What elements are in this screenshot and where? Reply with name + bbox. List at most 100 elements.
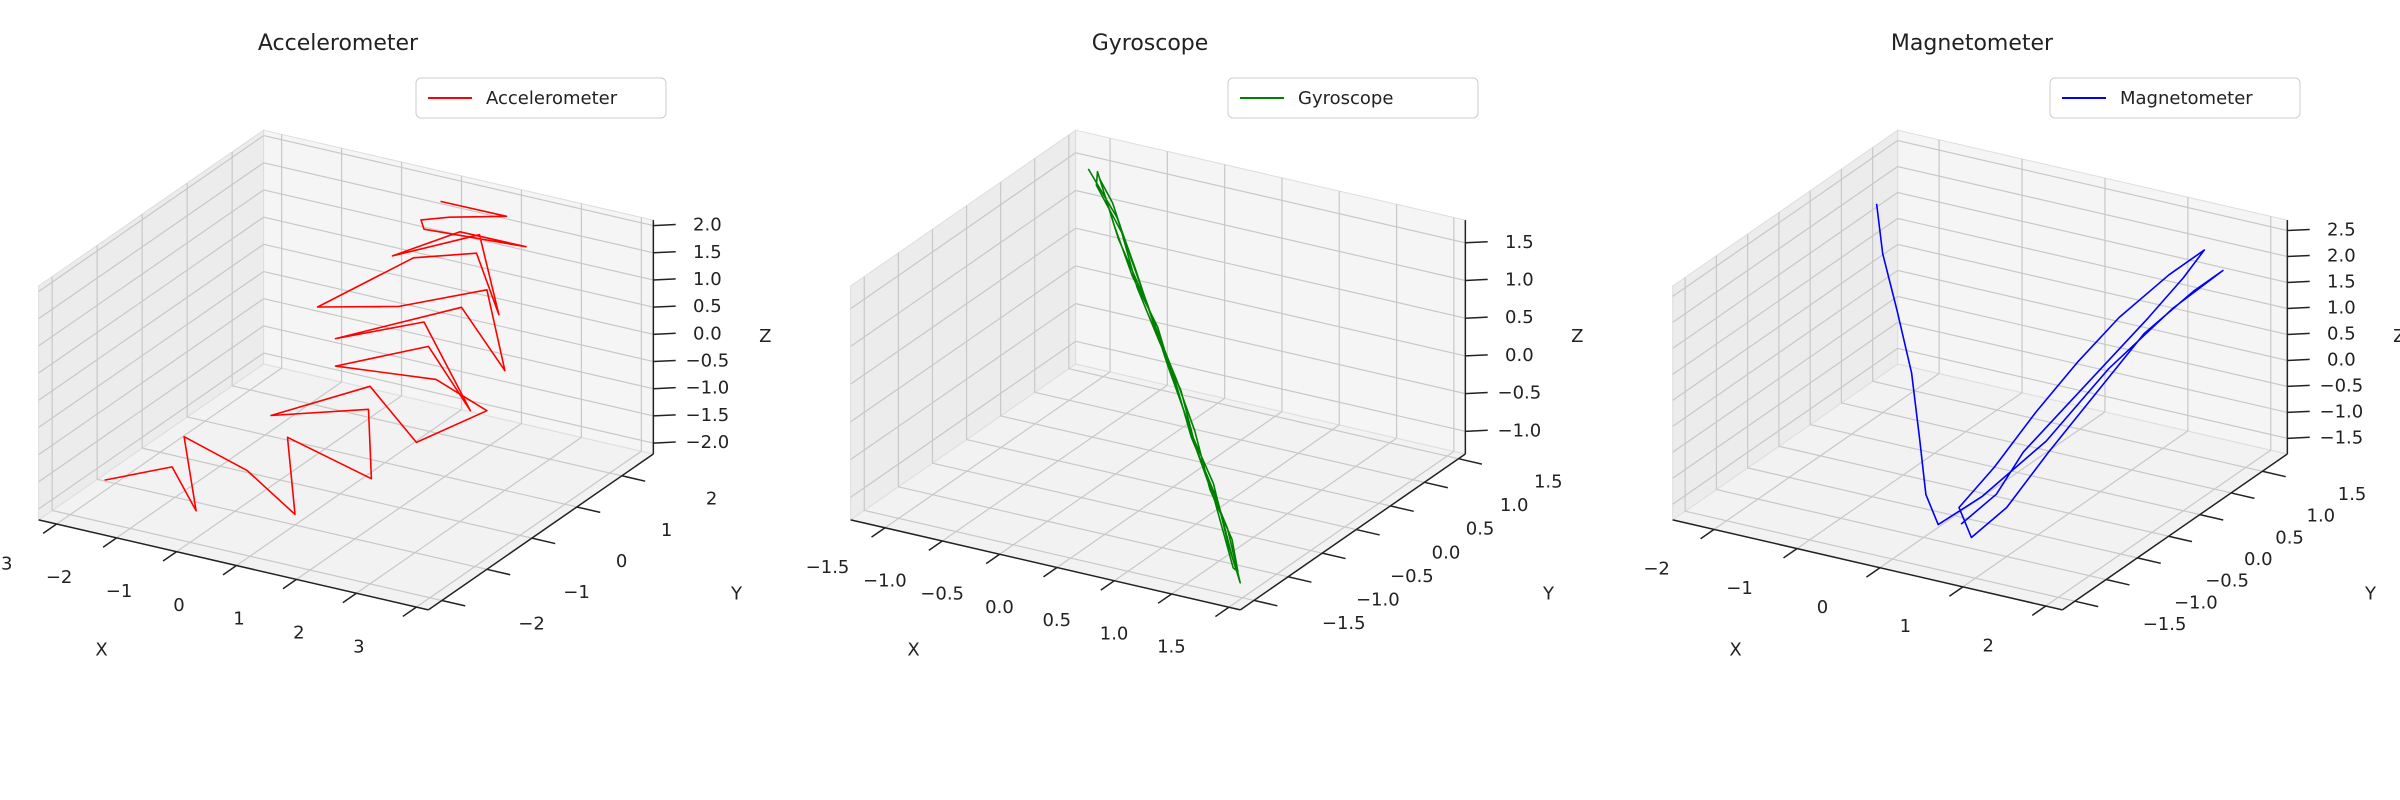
y-tick-label: −1 bbox=[563, 582, 590, 603]
grid-line bbox=[56, 367, 282, 525]
data-line bbox=[104, 200, 527, 516]
tick-mark bbox=[2287, 384, 2310, 388]
tick-mark bbox=[2287, 254, 2310, 258]
grid-line bbox=[850, 227, 1076, 385]
tick-mark bbox=[1287, 576, 1312, 583]
data-line bbox=[1087, 168, 1241, 584]
grid-line bbox=[2045, 449, 2272, 607]
grid-line bbox=[38, 352, 264, 510]
tick-mark bbox=[653, 250, 676, 254]
grid-line bbox=[1034, 391, 1425, 483]
tick-mark bbox=[653, 359, 676, 363]
x-axis-label: X bbox=[1729, 639, 1741, 660]
grid-line bbox=[898, 486, 1289, 578]
grid-line bbox=[38, 243, 264, 401]
grid-line bbox=[1897, 269, 2288, 362]
y-tick-label: −0.5 bbox=[2205, 571, 2249, 592]
grid-line bbox=[1897, 165, 2288, 258]
legend-label: Accelerometer bbox=[486, 88, 618, 109]
y-axis-line bbox=[427, 453, 654, 611]
tick-mark bbox=[653, 278, 676, 281]
z-tick-label: 1.0 bbox=[693, 269, 722, 290]
grid-line bbox=[1897, 347, 2288, 439]
grid-line bbox=[1841, 402, 2232, 494]
tick-mark bbox=[1321, 552, 1346, 560]
chart-title: Accelerometer bbox=[258, 31, 419, 56]
grid-line bbox=[1075, 227, 1466, 319]
x-tick-label: 0 bbox=[173, 595, 184, 616]
tick-mark bbox=[653, 386, 676, 390]
x-tick-label: 1 bbox=[233, 609, 244, 630]
subplot: −1.5−1.0−0.50.00.51.01.5−1.5−1.0−0.50.00… bbox=[806, 31, 1584, 660]
tick-mark bbox=[441, 599, 466, 607]
y-axis-label: Y bbox=[1542, 584, 1555, 605]
z-tick-label: 0.0 bbox=[693, 323, 722, 344]
tick-mark bbox=[1390, 505, 1414, 513]
grid-line bbox=[1171, 437, 1397, 595]
grid-line bbox=[850, 303, 1076, 461]
tick-mark bbox=[282, 578, 297, 590]
grid-line bbox=[884, 371, 1111, 529]
x-tick-label: 0.5 bbox=[1042, 610, 1071, 631]
x-tick-label: −2 bbox=[46, 567, 73, 588]
grid-line bbox=[38, 298, 264, 456]
tick-mark bbox=[576, 506, 601, 514]
grid-line bbox=[296, 423, 522, 580]
tick-mark bbox=[1157, 593, 1173, 604]
y-tick-label: 2 bbox=[706, 489, 717, 510]
y-tick-label: −1.0 bbox=[2174, 592, 2218, 613]
z-tick-label: −1.0 bbox=[1497, 420, 1541, 441]
grid-line bbox=[850, 152, 1076, 310]
grid-line bbox=[1672, 243, 1898, 401]
tick-mark bbox=[2287, 358, 2310, 362]
grid-line bbox=[850, 265, 1076, 423]
tick-mark bbox=[1458, 457, 1483, 465]
grid-line bbox=[1879, 411, 2106, 569]
y-tick-label: 0.0 bbox=[1432, 542, 1461, 563]
grid-line bbox=[1897, 295, 2288, 388]
x-tick-label: −3 bbox=[0, 553, 12, 574]
x-tick-label: 2 bbox=[1983, 635, 1994, 656]
grid-line bbox=[1747, 467, 2138, 559]
grid-line bbox=[1075, 303, 1466, 395]
tick-mark bbox=[1100, 580, 1115, 591]
x-axis-label: X bbox=[907, 639, 919, 660]
data-line bbox=[1875, 203, 2224, 539]
tick-mark bbox=[2105, 578, 2130, 586]
z-tick-label: 1.5 bbox=[1505, 232, 1534, 253]
grid-line bbox=[1075, 340, 1466, 432]
grid-line bbox=[263, 216, 654, 308]
z-tick-label: 0.5 bbox=[1505, 307, 1534, 328]
x-tick-label: 0 bbox=[1817, 597, 1828, 618]
z-tick-label: −2.0 bbox=[685, 432, 729, 453]
grid-line bbox=[38, 271, 264, 428]
x-tick-label: −1.5 bbox=[806, 557, 850, 578]
tick-mark bbox=[2031, 605, 2047, 616]
y-tick-label: −1.0 bbox=[1356, 590, 1400, 611]
tick-mark bbox=[342, 592, 357, 604]
tick-mark bbox=[2137, 557, 2161, 565]
tick-mark bbox=[222, 564, 237, 576]
tick-mark bbox=[1465, 391, 1488, 395]
grid-line bbox=[850, 189, 1076, 347]
tick-mark bbox=[2287, 332, 2310, 336]
grid-line bbox=[1056, 411, 1283, 568]
tick-mark bbox=[162, 551, 177, 562]
grid-line bbox=[1000, 415, 1391, 507]
grid-line bbox=[1075, 265, 1466, 357]
z-tick-label: 0.5 bbox=[693, 296, 722, 317]
z-tick-label: −1.0 bbox=[685, 378, 729, 399]
grid-line bbox=[263, 162, 654, 254]
grid-line bbox=[1672, 140, 1898, 297]
grid-line bbox=[1897, 139, 2288, 232]
grid-line bbox=[1962, 430, 2189, 588]
grid-line bbox=[176, 395, 402, 553]
grid-line bbox=[38, 135, 264, 292]
z-tick-label: 0.0 bbox=[2327, 349, 2356, 370]
z-tick-label: −0.5 bbox=[1497, 383, 1541, 404]
chart-title: Magnetometer bbox=[1891, 31, 2054, 56]
z-tick-label: −1.5 bbox=[685, 405, 729, 426]
tick-mark bbox=[1465, 354, 1488, 357]
tick-mark bbox=[2287, 436, 2310, 440]
legend-label: Gyroscope bbox=[1298, 88, 1393, 109]
